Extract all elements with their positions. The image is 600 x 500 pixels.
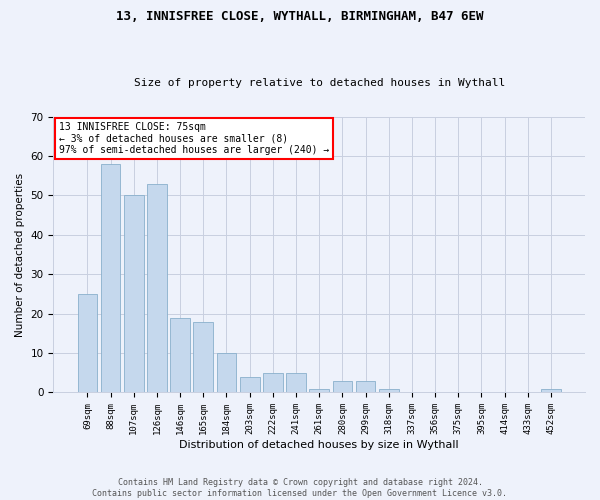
- Bar: [286, 373, 306, 392]
- Bar: [101, 164, 121, 392]
- Text: 13 INNISFREE CLOSE: 75sqm
← 3% of detached houses are smaller (8)
97% of semi-de: 13 INNISFREE CLOSE: 75sqm ← 3% of detach…: [59, 122, 329, 156]
- Bar: [77, 294, 97, 392]
- Bar: [332, 380, 352, 392]
- Bar: [217, 353, 236, 393]
- Bar: [379, 388, 398, 392]
- Text: 13, INNISFREE CLOSE, WYTHALL, BIRMINGHAM, B47 6EW: 13, INNISFREE CLOSE, WYTHALL, BIRMINGHAM…: [116, 10, 484, 23]
- Bar: [240, 376, 260, 392]
- Y-axis label: Number of detached properties: Number of detached properties: [15, 172, 25, 336]
- Bar: [356, 380, 376, 392]
- Bar: [310, 388, 329, 392]
- Bar: [147, 184, 167, 392]
- Title: Size of property relative to detached houses in Wythall: Size of property relative to detached ho…: [134, 78, 505, 88]
- Bar: [124, 196, 143, 392]
- X-axis label: Distribution of detached houses by size in Wythall: Distribution of detached houses by size …: [179, 440, 459, 450]
- Bar: [263, 373, 283, 392]
- Bar: [170, 318, 190, 392]
- Bar: [541, 388, 561, 392]
- Text: Contains HM Land Registry data © Crown copyright and database right 2024.
Contai: Contains HM Land Registry data © Crown c…: [92, 478, 508, 498]
- Bar: [193, 322, 213, 392]
